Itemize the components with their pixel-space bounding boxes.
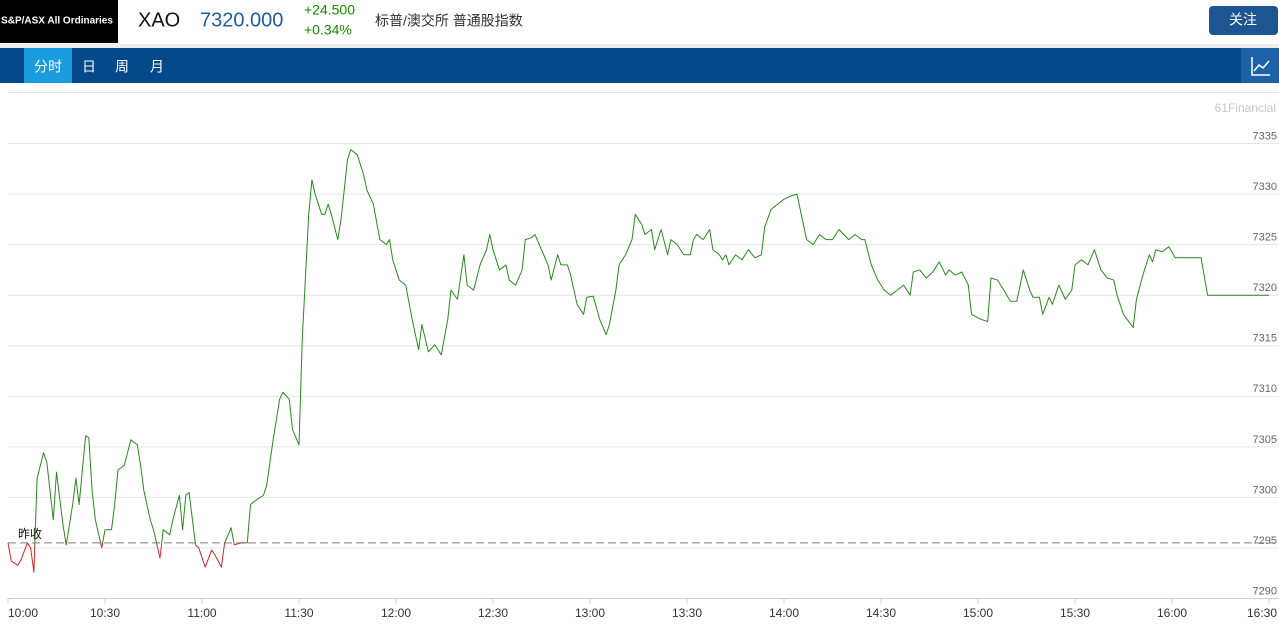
x-tick-label: 14:00 (769, 606, 799, 620)
y-tick-label: 7335 (1253, 130, 1277, 142)
x-tick-label: 11:30 (284, 606, 313, 620)
price-line (7, 149, 1269, 573)
logo-box (0, 0, 118, 43)
y-tick-label: 7325 (1253, 232, 1277, 244)
x-tick-label: 15:30 (1060, 606, 1090, 620)
tab[interactable]: 月 (150, 59, 164, 75)
change-pct: +0.34% (304, 22, 352, 38)
symbol: XAO (138, 9, 180, 31)
nav-bar (0, 48, 1279, 83)
y-tick-label: 7305 (1253, 434, 1277, 446)
y-tick-label: 7290 (1253, 585, 1277, 597)
chart-icon-axis[interactable] (1251, 57, 1270, 76)
x-tick-label: 10:30 (90, 606, 120, 620)
logo: S&P/ASX All Ordinaries (1, 16, 113, 27)
plot: 7290 7295 7300 7305 7310 7315 7320 7325 7330 7335… (7, 130, 1279, 620)
tab[interactable]: 分时 (34, 59, 62, 75)
follow-button[interactable] (1209, 6, 1278, 35)
prev-close-label: 昨收 (18, 527, 42, 541)
x-tick-label: 16:00 (1157, 606, 1187, 620)
y-tick-label: 7300 (1253, 484, 1277, 496)
x-tick-label: 11:00 (187, 606, 216, 620)
tab[interactable]: 日 (82, 59, 96, 75)
follow-label[interactable]: 关注 (1229, 12, 1257, 28)
price: 7320.000 (200, 9, 283, 31)
active-tab[interactable] (24, 48, 72, 83)
y-tick-label: 7330 (1253, 181, 1277, 193)
x-tick-label: 12:00 (381, 606, 411, 620)
x-tick-label: 16:30 (1247, 606, 1277, 620)
y-tick-label: 7320 (1253, 282, 1277, 294)
x-tick-label: 10:00 (8, 606, 38, 620)
x-tick-label: 15:00 (963, 606, 993, 620)
header (0, 0, 1279, 44)
x-tick-label: 12:30 (478, 606, 508, 620)
change: +24.500 (304, 2, 355, 18)
x-tick-label: 13:00 (575, 606, 605, 620)
y-tick-label: 7310 (1253, 383, 1277, 395)
index-name: 标普/澳交所 普通股指数 (375, 13, 523, 29)
y-tick-label: 7315 (1253, 333, 1277, 345)
x-tick-label: 14:30 (866, 606, 896, 620)
x-tick-label: 13:30 (672, 606, 702, 620)
watermark: 61Financial (1215, 101, 1276, 115)
chart-icon-line[interactable] (1253, 60, 1270, 72)
y-tick-label: 7295 (1253, 535, 1277, 547)
tab[interactable]: 周 (115, 59, 129, 75)
separator (0, 44, 1279, 48)
